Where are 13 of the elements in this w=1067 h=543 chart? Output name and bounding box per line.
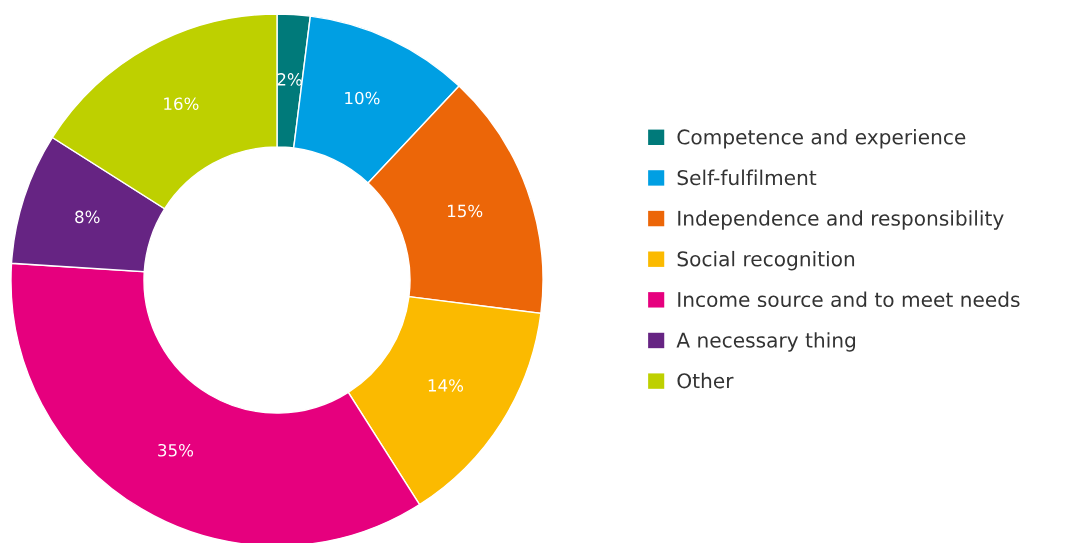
data-label: 16% bbox=[164, 97, 199, 111]
legend-label: Social recognition bbox=[677, 250, 855, 271]
legend-label: Independence and responsibility bbox=[678, 210, 1004, 230]
legend-label: Income source and to meet needs bbox=[678, 291, 1020, 308]
data-label: 15% bbox=[448, 204, 483, 218]
legend-label: Competence and experience bbox=[677, 128, 966, 149]
data-label: 35% bbox=[158, 443, 194, 457]
data-label: 14% bbox=[428, 379, 464, 392]
legend-label: Other bbox=[677, 372, 734, 389]
data-label: 10% bbox=[345, 91, 380, 105]
legend-label: A necessary thing bbox=[676, 332, 856, 352]
data-label: 8% bbox=[75, 210, 100, 224]
legend-label: Self-fulfilment bbox=[677, 169, 817, 186]
